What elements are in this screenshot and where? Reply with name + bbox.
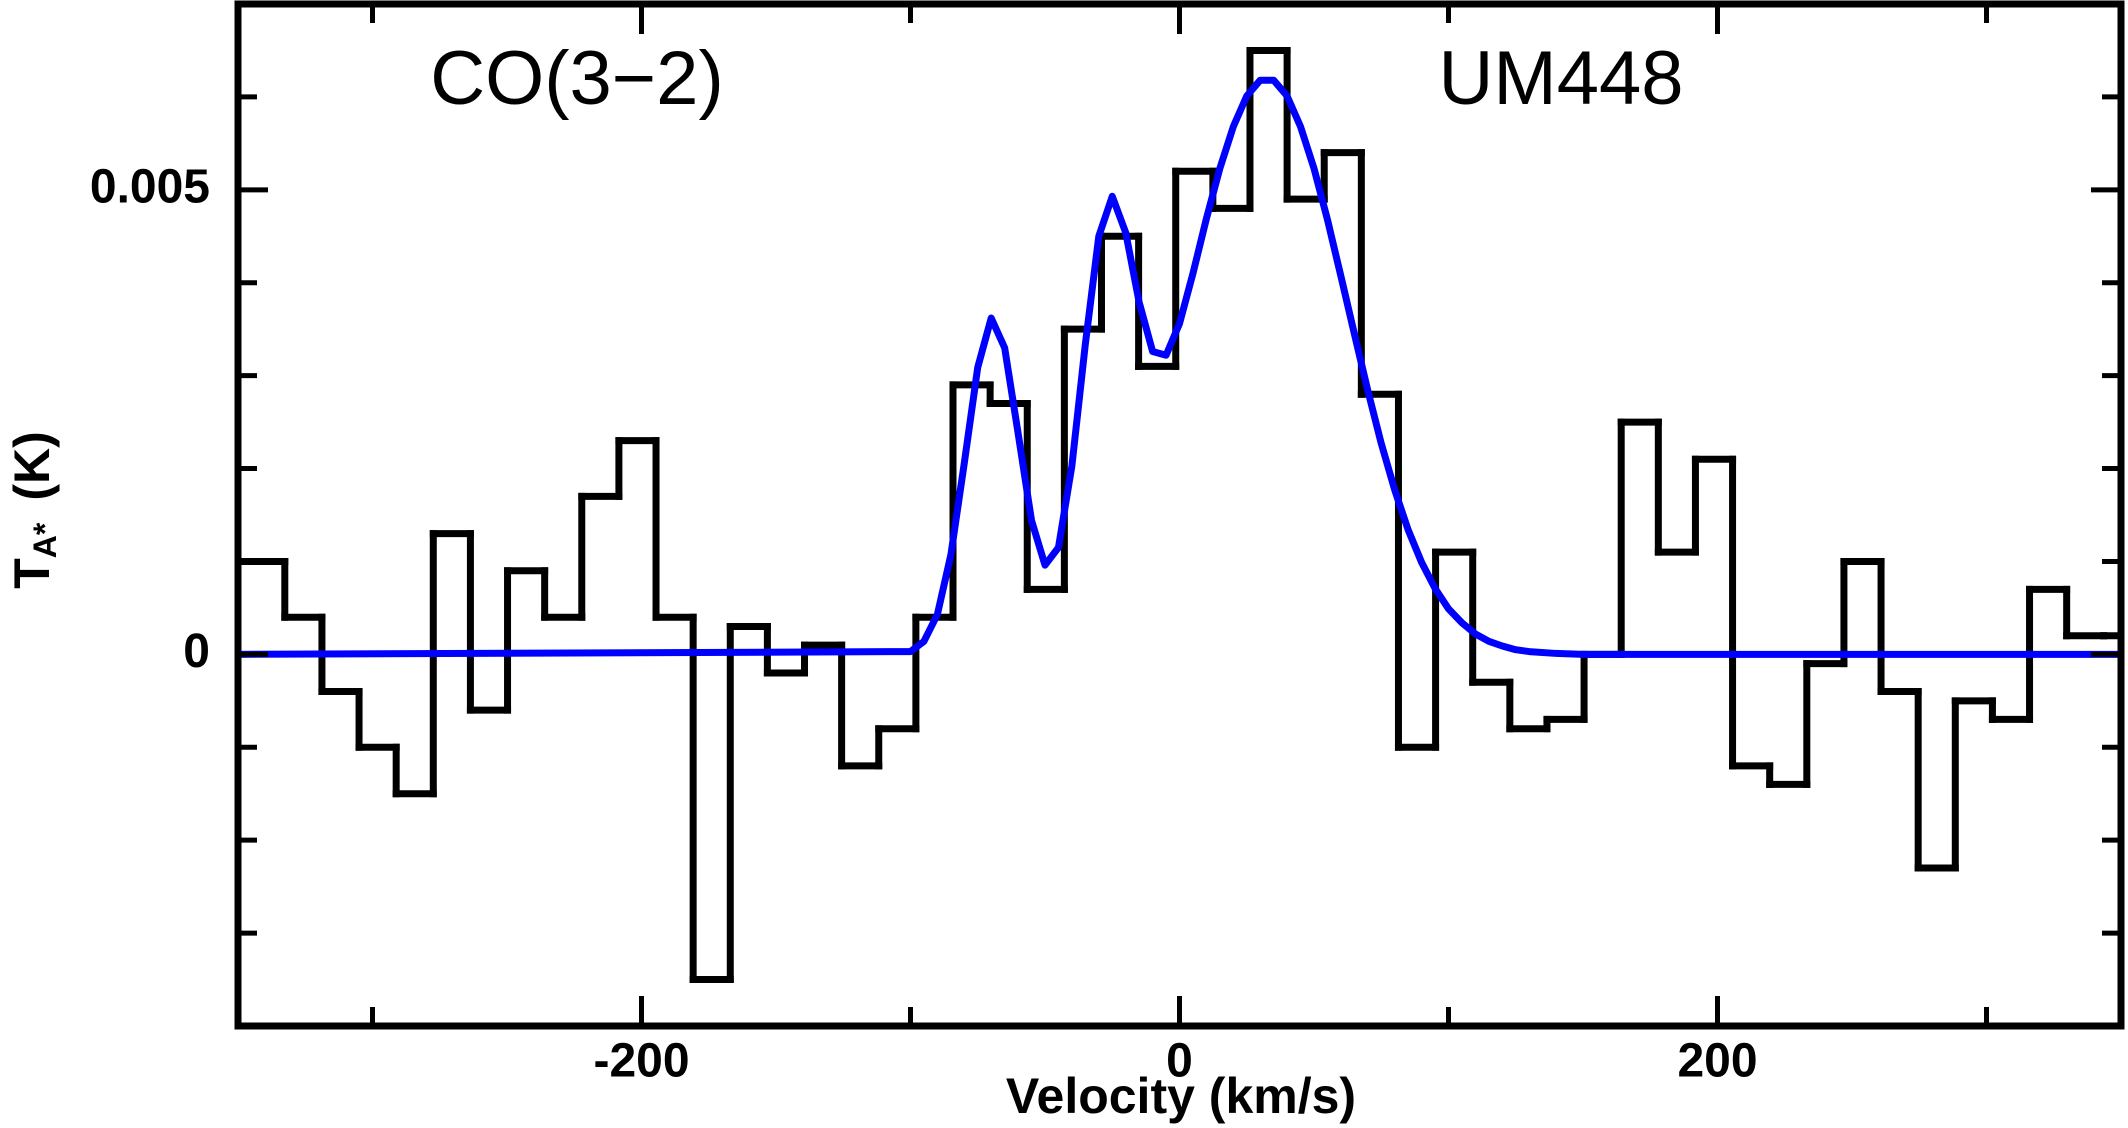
y-axis-label-unit: (K) (4, 431, 60, 500)
x-tick-label: 0 (1166, 1035, 1193, 1088)
y-axis-label: TA* (K) (4, 431, 63, 589)
y-tick-label: 0 (183, 625, 210, 678)
x-axis-label: Velocity (km/s) (1006, 1068, 1356, 1124)
y-axis-label-subscript: A* (27, 522, 63, 558)
x-tick-label: -200 (593, 1035, 689, 1088)
fit-line (237, 76, 2121, 658)
annotation: UM448 (1439, 36, 1684, 121)
plot-frame (234, 0, 2125, 1030)
x-tick-label: 200 (1677, 1035, 1757, 1088)
annotation: CO(3−2) (430, 36, 724, 121)
y-tick-label: 0.005 (90, 160, 210, 213)
y-axis-label-symbol: T (4, 558, 60, 589)
